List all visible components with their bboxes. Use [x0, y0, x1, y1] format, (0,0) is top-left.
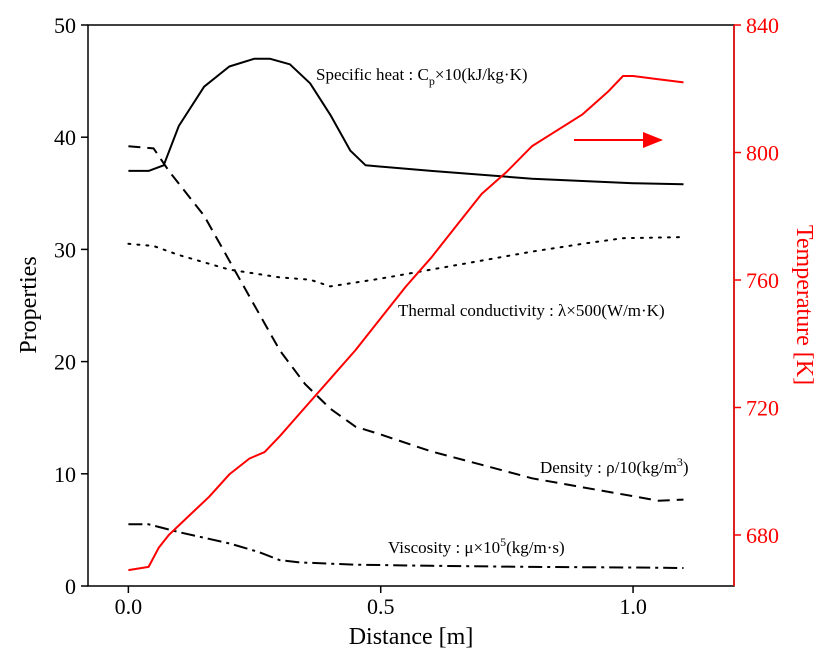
- x-tick-label: 1.0: [619, 594, 647, 619]
- annotation-density: Density : ρ/10(kg/m3): [540, 455, 689, 477]
- left-axis-ticks: 0 10 20 30 40 50: [54, 13, 88, 599]
- right-axis-ticks: 680 720 760 800 840: [734, 13, 779, 548]
- series-line-thermal-conductivity: [128, 237, 683, 286]
- series-line-density: [128, 146, 683, 501]
- annotation-viscosity: Viscosity : μ×105(kg/m·s): [388, 535, 565, 557]
- series-line-temperature: [128, 76, 683, 570]
- y-tick-label-right: 760: [746, 268, 779, 293]
- annotation-thermal-conductivity: Thermal conductivity : λ×500(W/m·K): [398, 301, 665, 320]
- y-axis-title-left: Properties: [16, 256, 42, 353]
- y-tick-label-right: 800: [746, 141, 779, 166]
- y-tick-label-left: 0: [65, 574, 76, 599]
- y-tick-label-left: 30: [54, 237, 76, 262]
- y-axis-title-right: Temperature [K]: [791, 225, 817, 385]
- x-tick-label: 0.0: [115, 594, 143, 619]
- x-tick-label: 0.5: [367, 594, 395, 619]
- annotation-specific-heat: Specific heat : Cp×10(kJ/kg·K): [316, 65, 528, 88]
- chart: 0.0 0.5 1.0 0 10 20 30 40 50 680 720 760 800 840 Di…: [0, 0, 829, 664]
- x-axis-ticks: 0.0 0.5 1.0: [115, 586, 647, 619]
- y-tick-label-right: 680: [746, 523, 779, 548]
- y-tick-label-right: 720: [746, 396, 779, 421]
- y-tick-label-left: 50: [54, 13, 76, 38]
- y-tick-label-left: 20: [54, 350, 76, 375]
- y-tick-label-left: 10: [54, 462, 76, 487]
- x-axis-title: Distance [m]: [349, 624, 474, 650]
- y-tick-label-right: 840: [746, 13, 779, 38]
- y-tick-label-left: 40: [54, 125, 76, 150]
